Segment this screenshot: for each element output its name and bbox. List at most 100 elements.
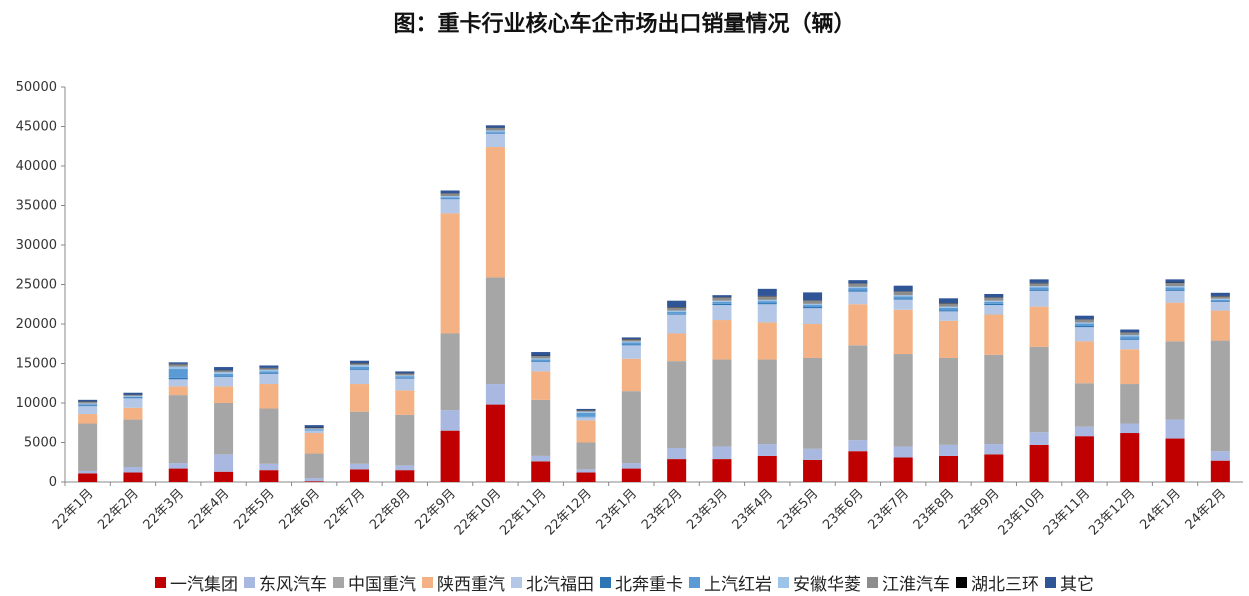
- bar-segment-3-21: [984, 354, 1004, 445]
- bar-segment-5-13: [621, 345, 641, 359]
- bar-segment-9-12: [576, 410, 596, 412]
- legend-item: 中国重汽: [333, 570, 416, 595]
- bar-segment-6-17: [803, 307, 823, 309]
- bar-segment-1-7: [349, 469, 370, 482]
- bar-segment-2-17: [803, 448, 823, 460]
- bar-segment-6-13: [621, 344, 641, 346]
- bar-segment-11-22: [1029, 279, 1049, 283]
- x-tick-label: 22年2月: [95, 486, 142, 533]
- x-tick-label: 23年6月: [820, 486, 867, 533]
- bar-segment-5-19: [893, 299, 913, 310]
- bar-segment-6-8: [395, 377, 415, 379]
- bar-segment-2-8: [395, 465, 415, 471]
- bar-segment-2-15: [712, 446, 732, 460]
- bar-segment-11-4: [214, 367, 234, 371]
- legend-swatch: [422, 577, 433, 588]
- legend-label: 江淮汽车: [882, 575, 950, 595]
- chart-title: 图：重卡行业核心车企市场出口销量情况（辆）: [393, 12, 856, 37]
- bar-segment-1-23: [1074, 436, 1094, 482]
- legend-item: 湖北三环: [956, 570, 1039, 595]
- bar-segment-11-13: [621, 337, 641, 340]
- bar-segment-4-2: [123, 407, 143, 420]
- bar-segment-4-18: [848, 304, 868, 346]
- bar-segment-2-21: [984, 444, 1004, 455]
- bar-segment-7-22: [1029, 287, 1049, 290]
- bar-segment-6-22: [1029, 289, 1049, 291]
- bar-segment-1-11: [531, 461, 551, 482]
- bar-segment-4-4: [214, 386, 234, 403]
- bar-segment-3-6: [304, 453, 324, 479]
- bar-segment-1-17: [803, 459, 823, 482]
- bar-segment-6-10: [485, 132, 505, 134]
- x-tick-label: 22年7月: [322, 486, 369, 533]
- bar-segment-8-1: [78, 403, 98, 405]
- legend-swatch: [511, 577, 522, 588]
- x-tick-label: 24年2月: [1183, 486, 1230, 533]
- bar-segment-8-7: [349, 365, 370, 367]
- bar-segment-11-25: [1165, 279, 1185, 283]
- bar-segment-2-2: [123, 466, 143, 473]
- legend-item: 其它: [1045, 570, 1094, 595]
- bar-segment-7-25: [1165, 287, 1185, 290]
- bar-segment-1-8: [395, 470, 415, 482]
- bar-segment-9-22: [1029, 283, 1049, 287]
- bar-segment-8-18: [848, 286, 868, 289]
- bar-segment-4-19: [893, 309, 913, 355]
- bar-segment-11-23: [1074, 315, 1094, 320]
- bar-segment-6-3: [168, 377, 188, 380]
- bar-segment-2-13: [621, 463, 641, 469]
- bar-segment-8-10: [485, 130, 505, 132]
- bar-segment-1-24: [1120, 433, 1140, 482]
- bar-segment-7-2: [123, 396, 143, 398]
- bar-segment-6-18: [848, 290, 868, 292]
- bar-segment-11-24: [1120, 329, 1140, 333]
- bar-segment-9-7: [349, 363, 370, 366]
- x-tick-label: 23年8月: [911, 486, 958, 533]
- bar-segment-5-4: [214, 376, 234, 387]
- bar-segment-8-25: [1165, 286, 1185, 288]
- bar-segment-3-18: [848, 345, 868, 441]
- bar-segment-9-9: [440, 193, 460, 197]
- x-tick-label: 23年1月: [594, 486, 641, 533]
- bar-segment-8-23: [1074, 322, 1094, 324]
- bar-segment-6-19: [893, 298, 913, 300]
- bar-segment-6-2: [123, 397, 143, 399]
- bar-segment-1-2: [123, 472, 143, 482]
- bar-segment-6-5: [259, 372, 279, 374]
- bar-segment-2-23: [1074, 426, 1094, 437]
- bar-segment-2-7: [349, 463, 370, 470]
- bar-segment-11-10: [485, 125, 505, 128]
- legend-item: 一汽集团: [155, 570, 238, 595]
- bar-segment-6-20: [938, 310, 959, 312]
- bar-segment-3-14: [667, 361, 687, 449]
- bar-segment-6-21: [984, 303, 1004, 306]
- bar-segment-8-26: [1210, 298, 1230, 300]
- bar-segment-7-1: [78, 404, 98, 406]
- bar-segment-5-6: [304, 430, 324, 434]
- y-tick-label: 10000: [16, 396, 57, 411]
- bar-segment-5-10: [485, 133, 505, 148]
- x-tick-label: 23年3月: [684, 486, 731, 533]
- bar-segment-9-18: [848, 283, 868, 287]
- bar-segment-6-4: [214, 376, 234, 377]
- legend-label: 一汽集团: [170, 575, 238, 595]
- bar-segment-2-5: [259, 463, 279, 471]
- bars: [78, 125, 1230, 482]
- bar-segment-9-2: [123, 395, 143, 396]
- bar-segment-7-8: [395, 376, 415, 378]
- x-tick-label: 22年8月: [367, 486, 414, 533]
- bar-segment-9-4: [214, 370, 234, 373]
- bar-segment-7-14: [667, 311, 687, 314]
- legend-label: 陕西重汽: [437, 575, 505, 595]
- bar-segment-3-1: [78, 423, 98, 471]
- x-tick-label: 23年7月: [865, 486, 912, 533]
- x-tick-label: 23年4月: [730, 486, 777, 533]
- bar-segment-4-5: [259, 384, 279, 409]
- bar-segment-9-25: [1165, 282, 1185, 287]
- bar-segment-2-14: [667, 448, 687, 460]
- bar-segment-8-20: [938, 306, 959, 308]
- bar-segment-9-8: [395, 373, 415, 376]
- legend-item: 陕西重汽: [422, 570, 505, 595]
- bar-segment-8-11: [531, 358, 551, 360]
- bar-segment-5-17: [803, 308, 823, 324]
